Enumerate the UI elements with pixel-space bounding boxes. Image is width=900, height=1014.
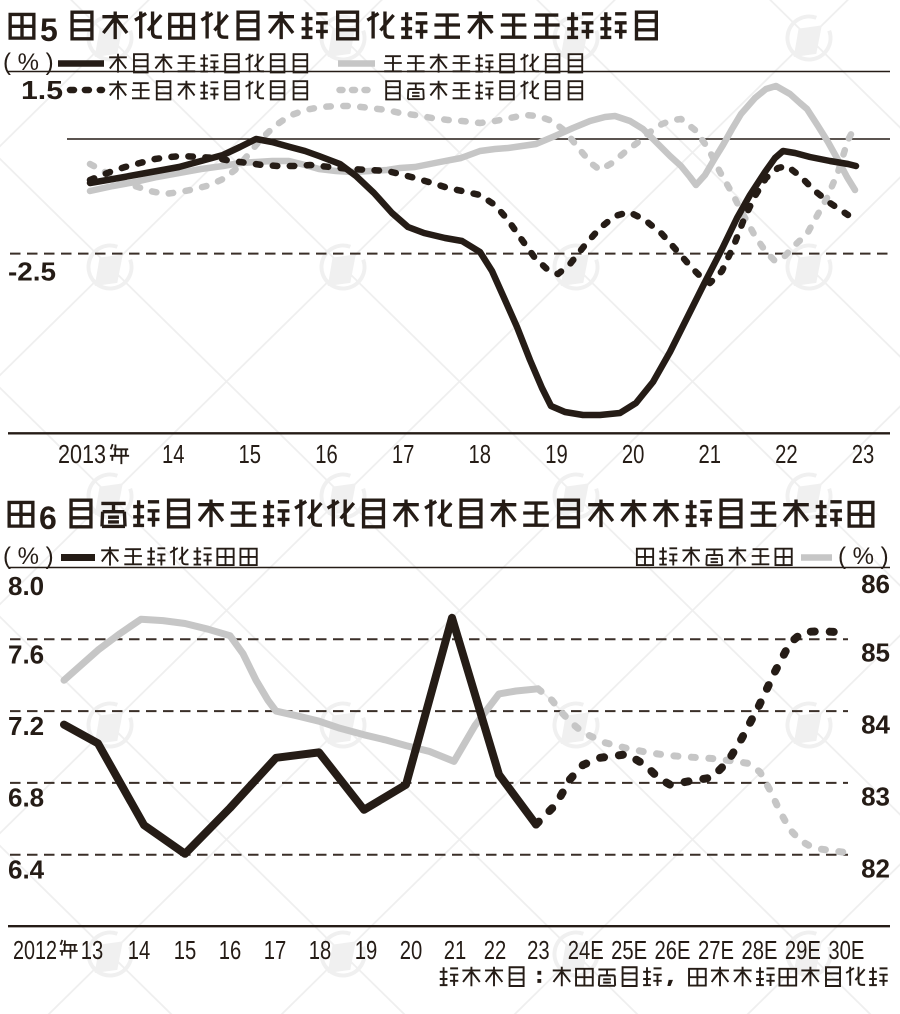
svg-text:85: 85: [861, 638, 890, 668]
svg-text:14: 14: [162, 439, 185, 469]
svg-text:25E: 25E: [611, 935, 647, 965]
svg-text:6: 6: [39, 500, 57, 536]
svg-text:16: 16: [315, 439, 338, 469]
svg-text:83: 83: [861, 782, 890, 812]
svg-text:19: 19: [545, 439, 568, 469]
svg-text:6.8: 6.8: [8, 783, 44, 813]
svg-text:2013: 2013: [58, 439, 106, 469]
svg-text:27E: 27E: [698, 935, 734, 965]
svg-text:29E: 29E: [785, 935, 821, 965]
svg-text:15: 15: [239, 439, 262, 469]
svg-text:21: 21: [699, 439, 722, 469]
svg-text:23: 23: [527, 935, 550, 965]
svg-text:28E: 28E: [742, 935, 778, 965]
svg-text:20: 20: [400, 935, 423, 965]
svg-text:20: 20: [622, 439, 645, 469]
svg-text:18: 18: [469, 439, 492, 469]
svg-text:( % ): ( % ): [838, 543, 889, 570]
svg-text:18: 18: [309, 935, 332, 965]
svg-text:-2.5: -2.5: [8, 257, 56, 287]
svg-text:7.6: 7.6: [8, 640, 44, 670]
svg-text:6.4: 6.4: [8, 854, 45, 884]
svg-text:84: 84: [861, 710, 890, 740]
svg-text:17: 17: [264, 935, 287, 965]
svg-text:26E: 26E: [655, 935, 691, 965]
svg-text:14: 14: [128, 935, 151, 965]
svg-text:22: 22: [484, 935, 507, 965]
svg-text:22: 22: [775, 439, 798, 469]
svg-text:13: 13: [81, 935, 104, 965]
svg-text:5: 5: [40, 12, 58, 48]
svg-text:1.5: 1.5: [21, 75, 63, 105]
svg-text:7.2: 7.2: [8, 711, 44, 741]
svg-text:19: 19: [355, 935, 378, 965]
svg-text:82: 82: [861, 854, 890, 884]
svg-text:21: 21: [444, 935, 467, 965]
svg-text:16: 16: [219, 935, 242, 965]
svg-text:( % ): ( % ): [3, 543, 54, 570]
svg-text:23: 23: [852, 439, 875, 469]
svg-text:8.0: 8.0: [8, 571, 44, 601]
svg-text:2012: 2012: [13, 935, 57, 965]
svg-text:24E: 24E: [568, 935, 604, 965]
svg-text:30E: 30E: [828, 935, 864, 965]
svg-text:15: 15: [174, 935, 197, 965]
svg-text:86: 86: [861, 569, 890, 599]
svg-text:17: 17: [392, 439, 415, 469]
